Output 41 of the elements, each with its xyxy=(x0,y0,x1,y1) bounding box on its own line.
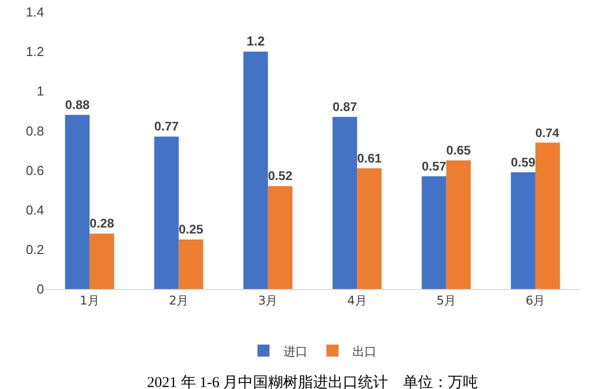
y-tick-label: 0.8 xyxy=(26,123,44,138)
y-tick-label: 0.6 xyxy=(26,162,44,178)
data-label: 0.28 xyxy=(90,216,114,231)
x-tick-label: 4月 xyxy=(347,293,367,308)
bar xyxy=(357,168,382,289)
bar xyxy=(535,142,560,289)
bar xyxy=(446,160,471,289)
data-label: 0.88 xyxy=(65,98,90,112)
bar xyxy=(243,52,268,289)
data-label: 0.65 xyxy=(446,143,471,158)
data-label: 0.52 xyxy=(268,169,292,184)
bar xyxy=(90,234,114,289)
data-label: 0.61 xyxy=(357,151,382,166)
data-label: 0.74 xyxy=(535,126,560,140)
x-tick-label: 2月 xyxy=(168,293,189,308)
bar xyxy=(332,116,358,289)
bar xyxy=(268,186,292,289)
y-tick-label: 0 xyxy=(36,282,44,297)
y-tick-label: 0.4 xyxy=(26,202,44,218)
y-tick-label: 1.2 xyxy=(26,44,44,60)
data-label: 0.77 xyxy=(154,120,179,134)
bar xyxy=(178,240,204,289)
x-tick-label: 6月 xyxy=(526,293,546,308)
y-tick-label: 1 xyxy=(36,84,44,99)
x-tick-label: 1月 xyxy=(80,293,100,308)
data-label: 1.2 xyxy=(246,34,265,49)
bar xyxy=(422,176,446,289)
data-label: 0.25 xyxy=(178,222,204,237)
y-tick-label: 1.4 xyxy=(26,4,44,20)
legend-label: 出口 xyxy=(352,344,376,358)
bar xyxy=(154,136,179,289)
x-tick-label: 5月 xyxy=(436,293,456,308)
text: 2021 年 1-6 月中国糊树脂进出口统计 单位：万吨 xyxy=(147,374,478,389)
bar xyxy=(65,114,90,289)
legend-label: 进口 xyxy=(284,344,308,358)
y-tick-label: 0.2 xyxy=(26,242,44,257)
data-label: 0.87 xyxy=(332,100,358,114)
bar xyxy=(510,172,536,289)
data-label: 0.57 xyxy=(422,159,446,174)
x-tick-label: 3月 xyxy=(258,293,278,308)
data-label: 0.59 xyxy=(510,155,536,170)
